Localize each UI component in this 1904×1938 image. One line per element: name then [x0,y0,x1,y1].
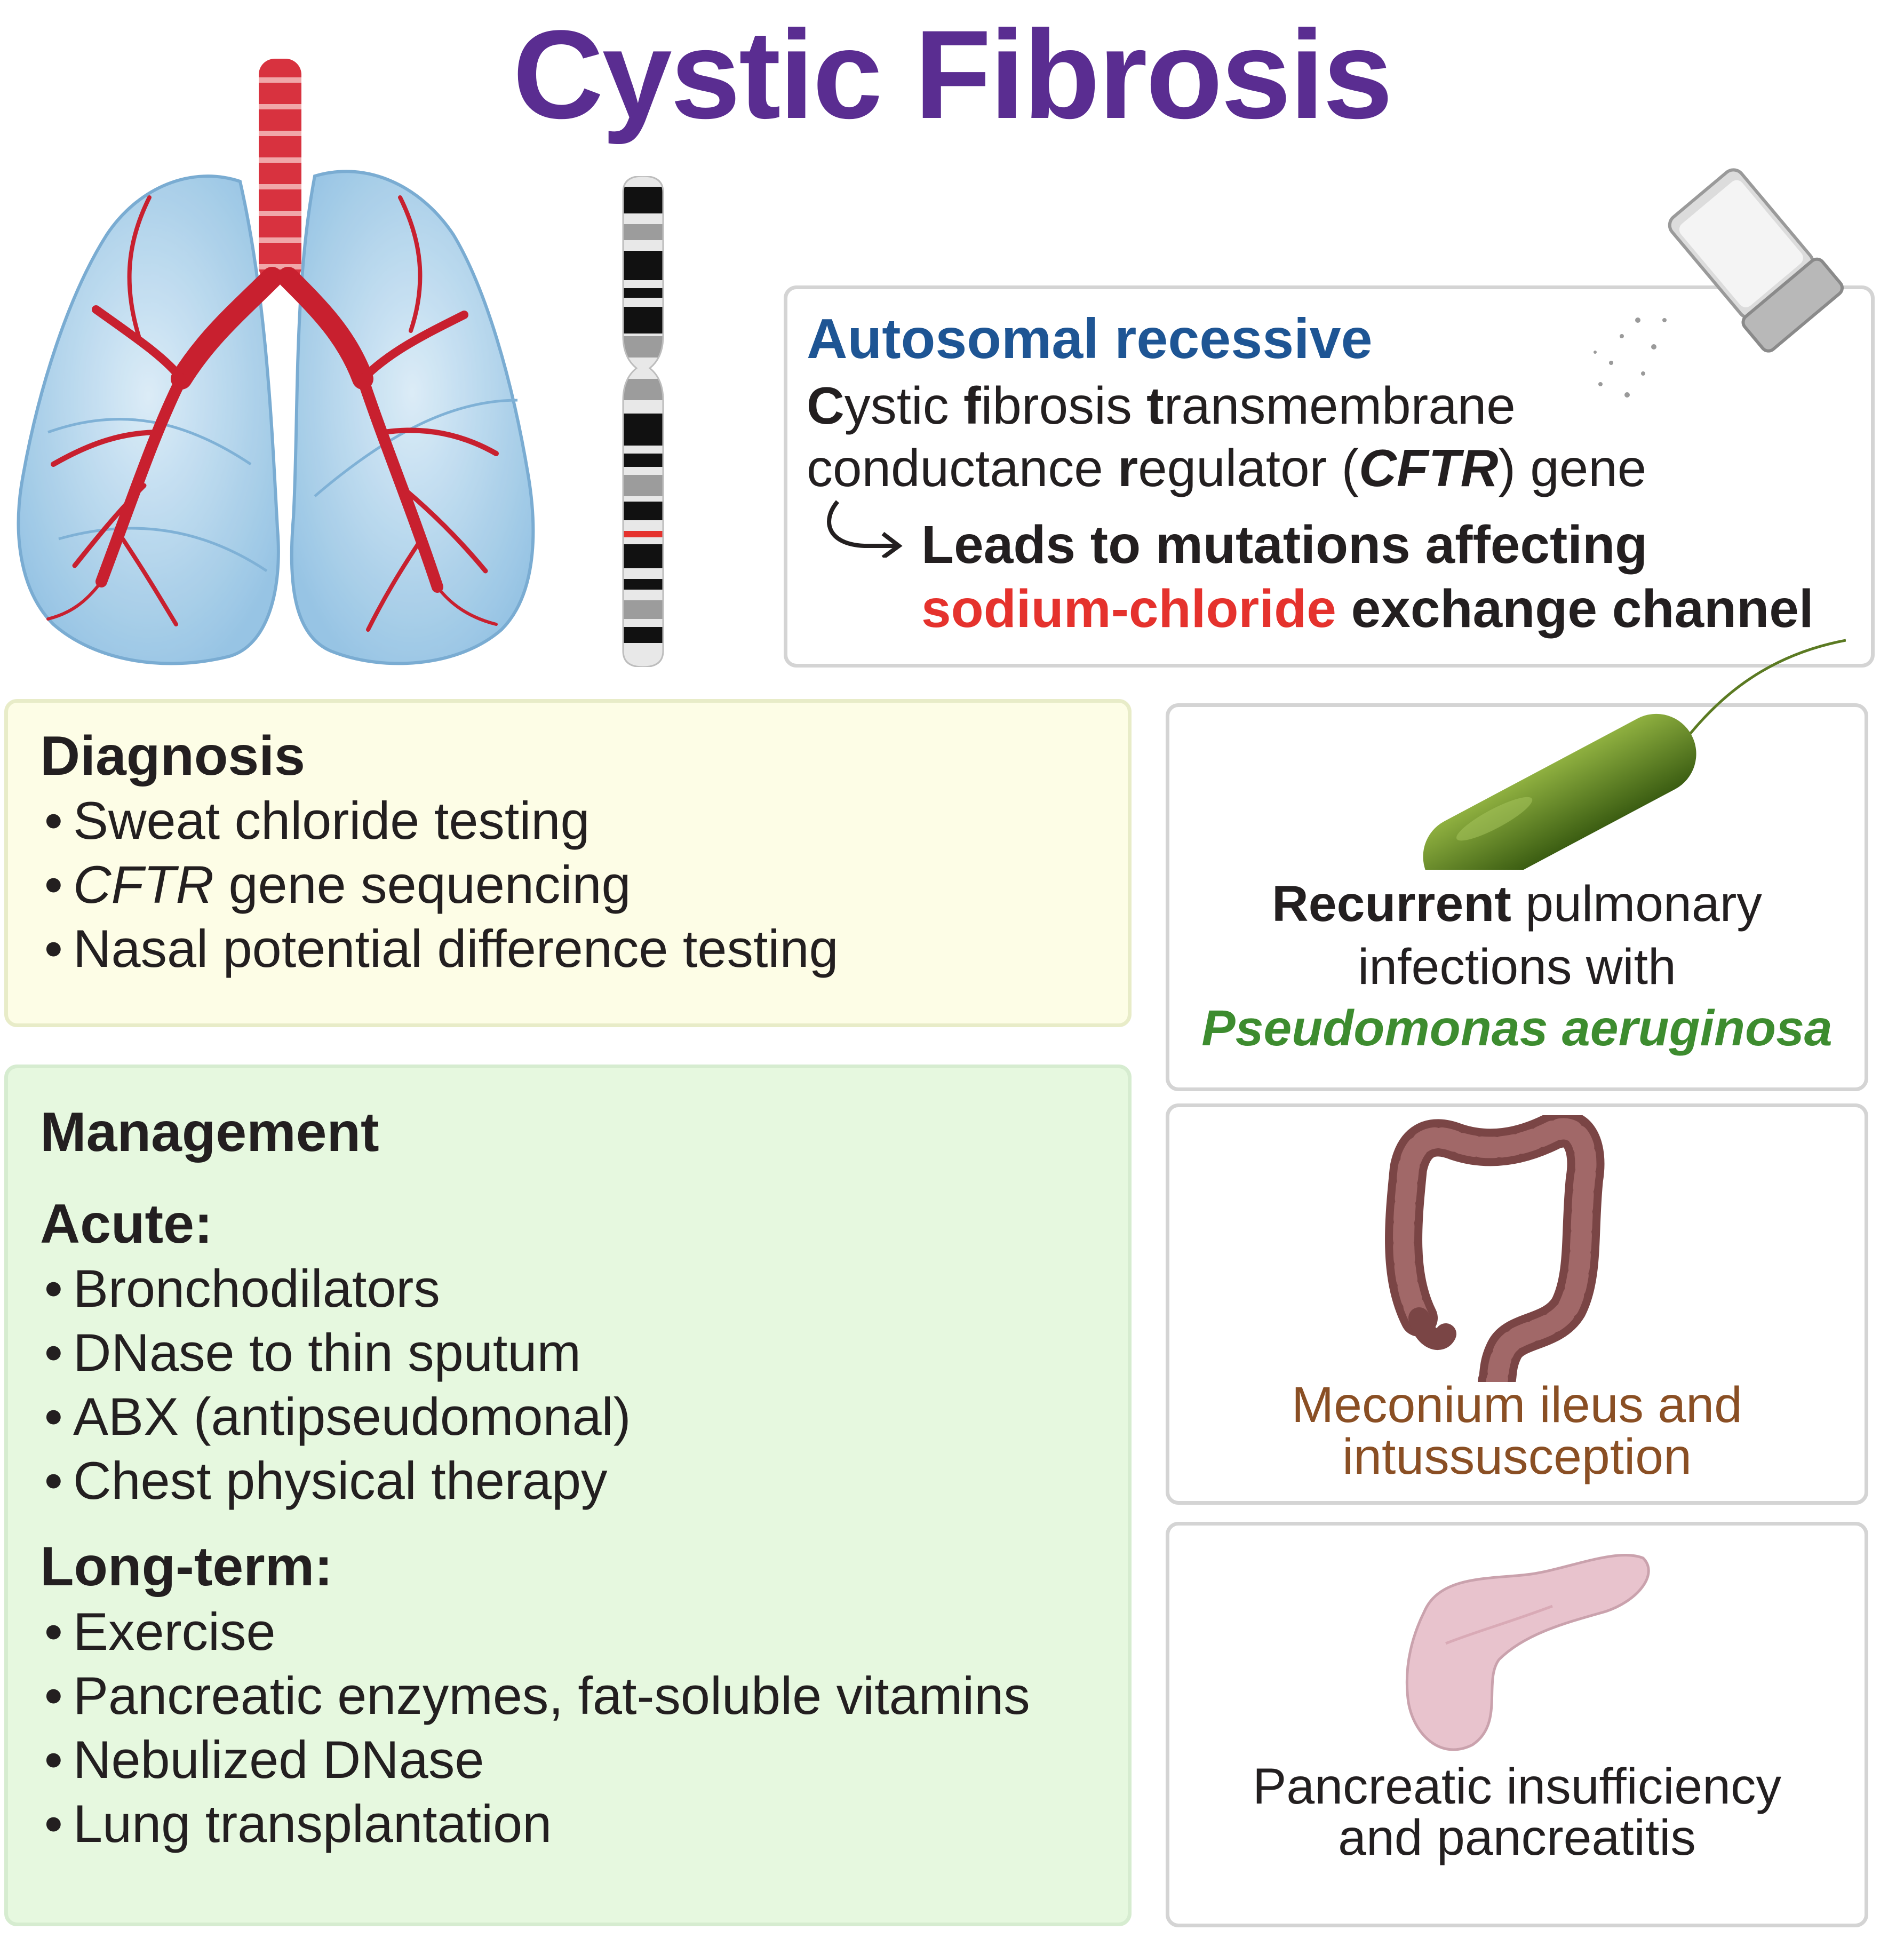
gene-name-line2: conductance regulator (CFTR) gene [807,436,1646,501]
gene-name-line1: Cystic fibrosis transmembrane [807,374,1516,438]
acute-item: Chest physical therapy [40,1448,608,1513]
pancreas-icon [1405,1553,1650,1751]
infection-line1: Recurrent pulmonary [1166,872,1868,935]
recurrent-bold: Recurrent [1272,876,1511,932]
meconium-line2: intussusception [1342,1428,1692,1485]
effect-line1: Leads to mutations affecting [921,515,1648,575]
gene-word-egulator: egulator ( [1138,439,1359,497]
infection-text: pulmonary [1511,876,1762,932]
inheritance-label: Autosomal recessive [807,307,1373,370]
diagnosis-item: Sweat chloride testing [40,788,590,853]
gene-word-conductance: conductance [807,439,1118,497]
gene-initial-c: C [807,376,845,435]
cftr-italic: CFTR [73,855,214,914]
page-title: Cystic Fibrosis [513,4,1393,145]
effect-line2: sodium-chloride exchange channel [921,576,1814,641]
pancreas-line2: and pancreatitis [1338,1809,1696,1866]
exchange-channel-text: exchange channel [1336,579,1814,639]
curved-arrow-icon [827,500,903,558]
diagnosis-heading: Diagnosis [40,725,305,787]
bacterium-icon [1423,639,1846,870]
gi-box [1166,1103,1868,1505]
pancreas-box [1166,1522,1868,1927]
sodium-chloride-text: sodium-chloride [921,579,1336,639]
diagnosis-item-text: gene sequencing [213,855,631,914]
acute-item: Bronchodilators [40,1256,440,1321]
acute-item: DNase to thin sputum [40,1320,581,1385]
gene-word-ibrosis: ibrosis [981,376,1147,435]
lungs-icon [17,59,535,665]
diagnosis-item: Nasal potential difference testing [40,916,839,981]
longterm-item: Lung transplantation [40,1791,552,1856]
gene-word-ransmembrane: ransmembrane [1164,376,1516,435]
longterm-item: Nebulized DNase [40,1727,484,1792]
colon-icon [1385,1115,1605,1382]
meconium-line1: Meconium ileus and [1292,1377,1742,1433]
pancreas-line1: Pancreatic insufficiency [1253,1758,1781,1815]
genetics-box [784,285,1875,668]
chromosome-icon [622,176,664,667]
acute-heading: Acute: [40,1193,213,1255]
gene-word-gene: ) gene [1498,439,1647,497]
acute-item: ABX (antipseudomonal) [40,1384,631,1449]
gene-initial-f: f [963,376,981,435]
gene-initial-t: t [1146,376,1164,435]
infection-box [1166,703,1868,1091]
management-heading: Management [40,1101,379,1163]
organism-name: Pseudomonas aeruginosa [1201,1000,1833,1057]
gene-word-ystic: ystic [844,376,964,435]
longterm-heading: Long-term: [40,1536,333,1598]
gene-symbol: CFTR [1359,439,1499,497]
infection-line2: infections with [1358,939,1676,995]
longterm-item: Exercise [40,1599,276,1664]
diagnosis-item: CFTR gene sequencing [40,852,631,917]
gene-initial-r: r [1117,439,1138,497]
longterm-item: Pancreatic enzymes, fat-soluble vitamins [40,1663,1030,1728]
salt-shaker-icon [1594,168,1844,398]
